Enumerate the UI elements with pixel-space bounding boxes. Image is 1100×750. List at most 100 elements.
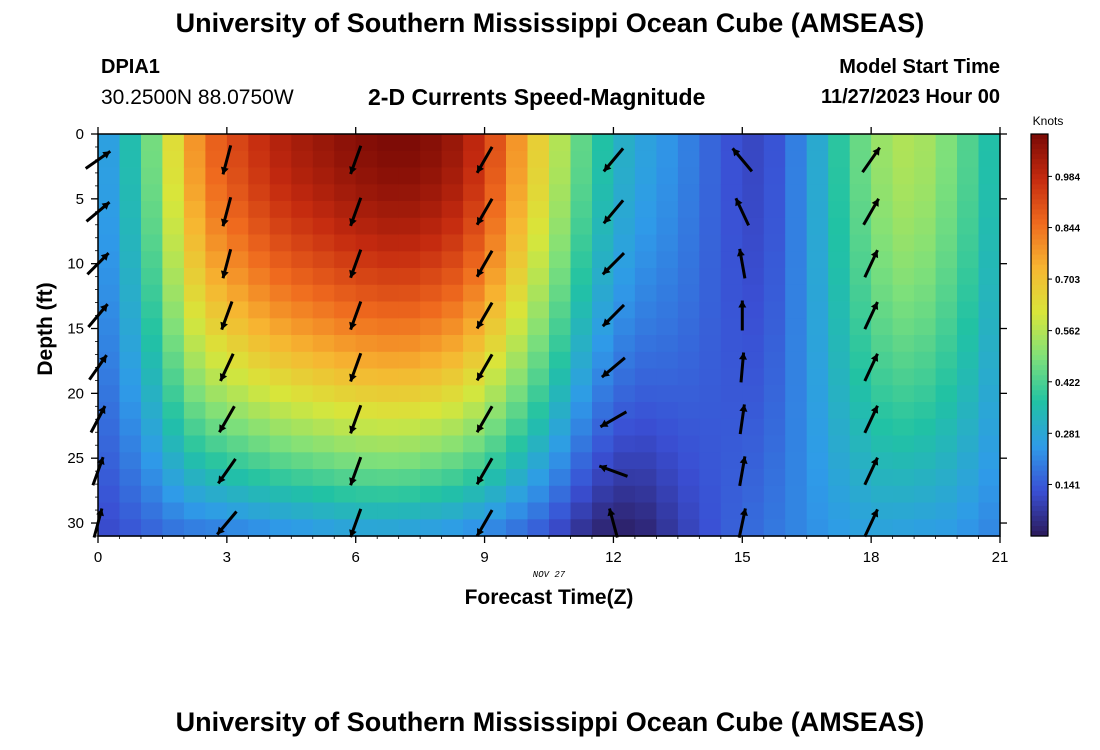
heatmap-cell: [291, 368, 314, 386]
heatmap-cell: [291, 251, 314, 269]
heatmap-cell: [334, 435, 357, 453]
heatmap-cell: [162, 485, 185, 504]
heatmap-cell: [871, 452, 894, 470]
heatmap-cell: [978, 268, 1001, 286]
colorbar-segment: [1031, 345, 1048, 351]
heatmap-cell: [656, 502, 679, 520]
heatmap-cell: [183, 435, 206, 453]
heatmap-cell: [98, 167, 121, 185]
heatmap-cell: [119, 284, 142, 303]
heatmap-cell: [935, 184, 958, 202]
heatmap-cell: [806, 251, 829, 269]
heatmap-cell: [377, 318, 400, 336]
heatmap-cell: [914, 418, 937, 437]
heatmap-cell: [549, 268, 572, 286]
heatmap-cell: [269, 351, 292, 370]
heatmap-cell: [355, 217, 378, 236]
heatmap-cell: [892, 435, 915, 453]
colorbar-segment: [1031, 400, 1048, 406]
heatmap-cell: [183, 368, 206, 386]
heatmap-cell: [291, 351, 314, 370]
heatmap-cell: [141, 418, 164, 437]
heatmap-cell: [248, 385, 271, 403]
heatmap-cell: [355, 469, 378, 487]
heatmap-cell: [527, 335, 550, 353]
heatmap-cell: [291, 268, 314, 286]
heatmap-cell: [334, 284, 357, 303]
heatmap-cell: [785, 184, 808, 202]
heatmap-cell: [183, 402, 206, 420]
heatmap-cell: [978, 351, 1001, 370]
heatmap-cell: [377, 134, 400, 152]
heatmap-cell: [248, 201, 271, 219]
heatmap-cell: [570, 201, 593, 219]
heatmap-cell: [98, 469, 121, 487]
heatmap-cell: [828, 435, 851, 453]
heatmap-cell: [892, 402, 915, 420]
heatmap-cell: [226, 301, 249, 319]
heatmap-cell: [355, 234, 378, 252]
heatmap-cell: [398, 435, 421, 453]
heatmap-cell: [484, 217, 507, 236]
heatmap-cell: [957, 217, 980, 236]
heatmap-cell: [892, 150, 915, 169]
heatmap-cell: [441, 519, 464, 537]
heatmap-cell: [441, 217, 464, 236]
colorbar-segment: [1031, 254, 1048, 261]
heatmap-cell: [355, 502, 378, 520]
heatmap-cell: [613, 368, 636, 386]
heatmap-cell: [656, 318, 679, 336]
heatmap-cell: [312, 469, 335, 487]
heatmap-cell: [570, 485, 593, 504]
colorbar-segment: [1031, 495, 1048, 502]
heatmap-cell: [377, 502, 400, 520]
heatmap-cell: [312, 435, 335, 453]
heatmap-cell: [935, 150, 958, 169]
current-vector-arrow: [861, 146, 881, 174]
heatmap-cell: [420, 268, 443, 286]
heatmap-cell: [291, 184, 314, 202]
colorbar-segment: [1031, 229, 1048, 236]
x-tick-label: 9: [480, 549, 488, 566]
heatmap-cell: [892, 201, 915, 219]
heatmap-cell: [849, 402, 872, 420]
colorbar-segment: [1031, 430, 1048, 437]
heatmap-cell: [291, 335, 314, 353]
heatmap-cell: [699, 485, 722, 504]
heatmap-cell: [613, 435, 636, 453]
heatmap-cell: [677, 284, 700, 303]
heatmap-cell: [549, 217, 572, 236]
colorbar-segment: [1031, 289, 1048, 296]
current-vector-arrow: [601, 252, 626, 276]
heatmap-cell: [141, 134, 164, 152]
heatmap-cell: [183, 167, 206, 185]
heatmap-cell: [484, 402, 507, 420]
heatmap-cell: [634, 351, 657, 370]
heatmap-cell: [914, 402, 937, 420]
heatmap-cell: [248, 217, 271, 236]
colorbar-segment: [1031, 440, 1048, 447]
heatmap-cell: [377, 469, 400, 487]
heatmap-cell: [441, 318, 464, 336]
colorbar-segment: [1031, 249, 1048, 256]
heatmap-cell: [226, 519, 249, 537]
heatmap-cell: [935, 234, 958, 252]
heatmap-cell: [570, 217, 593, 236]
heatmap-cell: [98, 485, 121, 504]
heatmap-cell: [119, 519, 142, 537]
heatmap-cell: [98, 284, 121, 303]
heatmap-cell: [828, 284, 851, 303]
heatmap-cell: [205, 368, 228, 386]
heatmap-cell: [98, 234, 121, 252]
heatmap-cell: [806, 234, 829, 252]
heatmap-cell: [398, 167, 421, 185]
colorbar-segment: [1031, 169, 1048, 175]
heatmap-cell: [141, 217, 164, 236]
colorbar-segment: [1031, 475, 1048, 482]
heatmap-cell: [355, 385, 378, 403]
heatmap-cell: [269, 301, 292, 319]
heatmap-cell: [141, 284, 164, 303]
heatmap-cell: [613, 184, 636, 202]
heatmap-cell: [828, 402, 851, 420]
heatmap-cell: [312, 201, 335, 219]
